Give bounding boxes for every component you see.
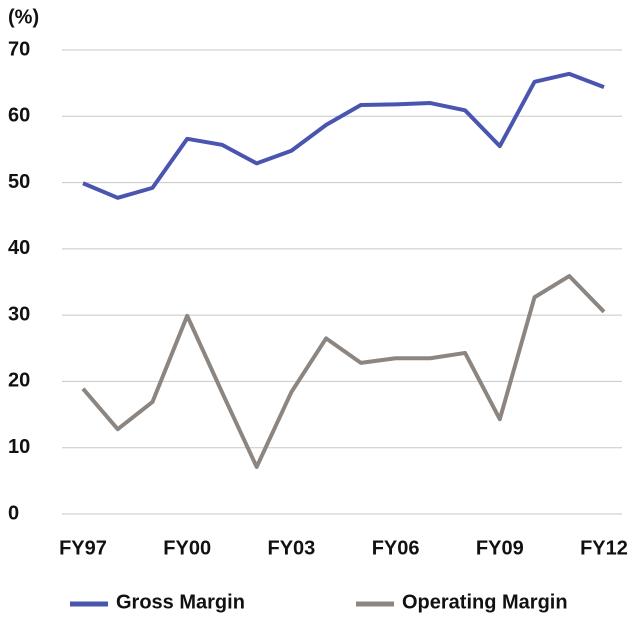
y-tick-label: 0 bbox=[8, 502, 19, 524]
legend-label: Gross Margin bbox=[116, 591, 245, 613]
x-tick-label: FY06 bbox=[372, 537, 420, 559]
y-tick-label: 40 bbox=[8, 237, 30, 259]
y-tick-label: 60 bbox=[8, 105, 30, 127]
y-tick-label: 20 bbox=[8, 370, 30, 392]
y-axis-label: (%) bbox=[8, 6, 39, 28]
x-tick-label: FY00 bbox=[163, 537, 211, 559]
legend-label: Operating Margin bbox=[402, 591, 568, 613]
x-tick-label: FY97 bbox=[59, 537, 107, 559]
x-tick-label: FY03 bbox=[267, 537, 315, 559]
series-line bbox=[81, 274, 606, 469]
series-line bbox=[82, 71, 605, 200]
y-tick-label: 50 bbox=[8, 171, 30, 193]
y-tick-label: 70 bbox=[8, 38, 30, 60]
y-tick-label: 10 bbox=[8, 436, 30, 458]
x-tick-label: FY12 bbox=[580, 537, 628, 559]
y-tick-label: 30 bbox=[8, 303, 30, 325]
x-tick-label: FY09 bbox=[476, 537, 524, 559]
